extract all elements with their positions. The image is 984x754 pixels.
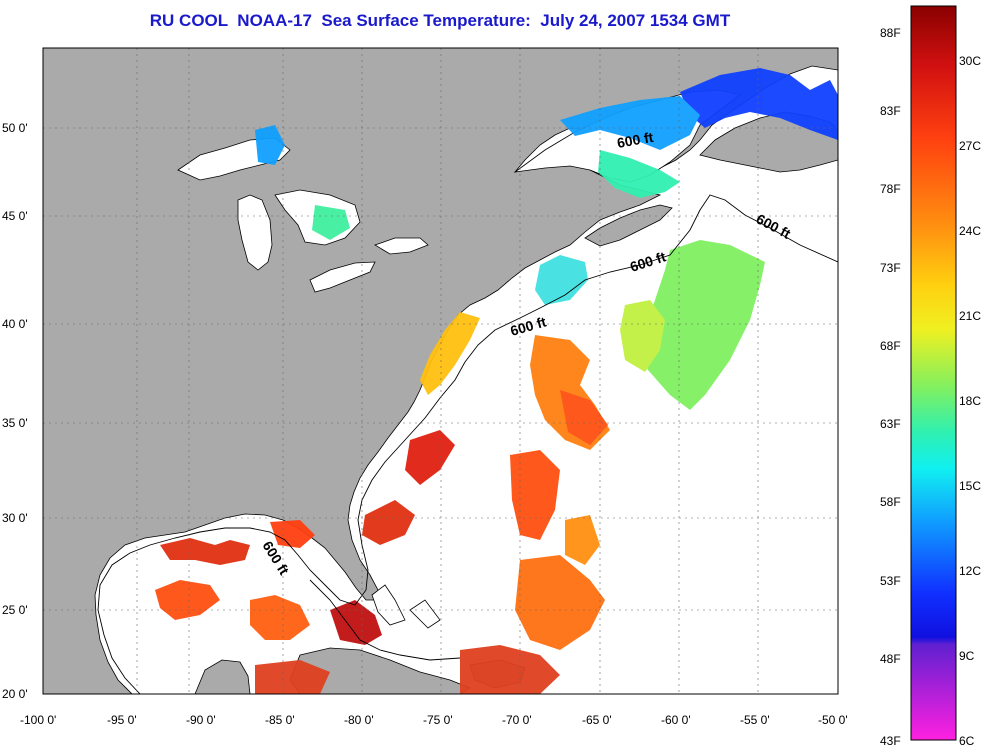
cb-f-label: 83F xyxy=(880,104,901,118)
lon-label: -80 0' xyxy=(344,713,374,727)
lat-label: 40 0' xyxy=(2,317,28,331)
lake-ontario xyxy=(374,237,429,255)
cb-f-label: 63F xyxy=(880,417,901,431)
lon-label: -90 0' xyxy=(186,713,216,727)
cb-c-label: 18C xyxy=(959,394,981,408)
plot-frame xyxy=(42,47,839,695)
colorbar-celsius-labels: 30C 27C 24C 21C 18C 15C 12C 9C 6C xyxy=(959,54,981,748)
cb-c-label: 21C xyxy=(959,309,981,323)
grid-lines xyxy=(43,48,838,694)
cb-f-label: 43F xyxy=(880,734,901,748)
isobath-600ft-gulf-inner xyxy=(309,579,461,661)
lon-label: -50 0' xyxy=(818,713,848,727)
map-title: RU COOL NOAA-17 Sea Surface Temperature:… xyxy=(149,11,731,30)
lon-label: -70 0' xyxy=(502,713,532,727)
cb-c-label: 27C xyxy=(959,139,981,153)
lat-label: 35 0' xyxy=(2,416,28,430)
lake-erie xyxy=(309,261,376,293)
cb-c-label: 9C xyxy=(959,649,975,663)
lat-label: 50 0' xyxy=(2,121,28,135)
cb-c-label: 15C xyxy=(959,479,981,493)
cb-c-label: 12C xyxy=(959,564,981,578)
sst-data-layer xyxy=(155,68,838,694)
lon-label: -60 0' xyxy=(661,713,691,727)
lon-label: -100 0' xyxy=(20,713,56,727)
lon-label: -65 0' xyxy=(582,713,612,727)
cb-f-label: 78F xyxy=(880,182,901,196)
lake-michigan xyxy=(237,194,273,271)
longitude-labels: -100 0' -95 0' -90 0' -85 0' -80 0' -75 … xyxy=(20,713,848,727)
land-nova-scotia xyxy=(584,204,673,247)
cb-f-label: 88F xyxy=(880,26,901,40)
cb-c-label: 6C xyxy=(959,734,975,748)
cb-f-label: 73F xyxy=(880,261,901,275)
cb-f-label: 53F xyxy=(880,574,901,588)
cb-c-label: 30C xyxy=(959,54,981,68)
colorbar-fahrenheit-labels: 88F 83F 78F 73F 68F 63F 58F 53F 48F 43F xyxy=(880,26,901,748)
lat-label: 20 0' xyxy=(2,687,28,701)
cb-f-label: 48F xyxy=(880,652,901,666)
lon-label: -95 0' xyxy=(107,713,137,727)
land-yucatan xyxy=(194,659,251,694)
lat-label: 30 0' xyxy=(2,511,28,525)
lon-label: -85 0' xyxy=(265,713,295,727)
cb-f-label: 68F xyxy=(880,339,901,353)
lat-label: 25 0' xyxy=(2,603,28,617)
colorbar xyxy=(910,5,957,741)
land-bahamas xyxy=(371,584,441,629)
lon-label: -55 0' xyxy=(740,713,770,727)
lat-label: 45 0' xyxy=(2,209,28,223)
latitude-labels: 50 0' 45 0' 40 0' 35 0' 30 0' 25 0' 20 0… xyxy=(2,121,28,701)
isobath-label-1: 600 ft xyxy=(616,129,655,151)
lon-label: -75 0' xyxy=(423,713,453,727)
cb-f-label: 58F xyxy=(880,495,901,509)
cb-c-label: 24C xyxy=(959,224,981,238)
